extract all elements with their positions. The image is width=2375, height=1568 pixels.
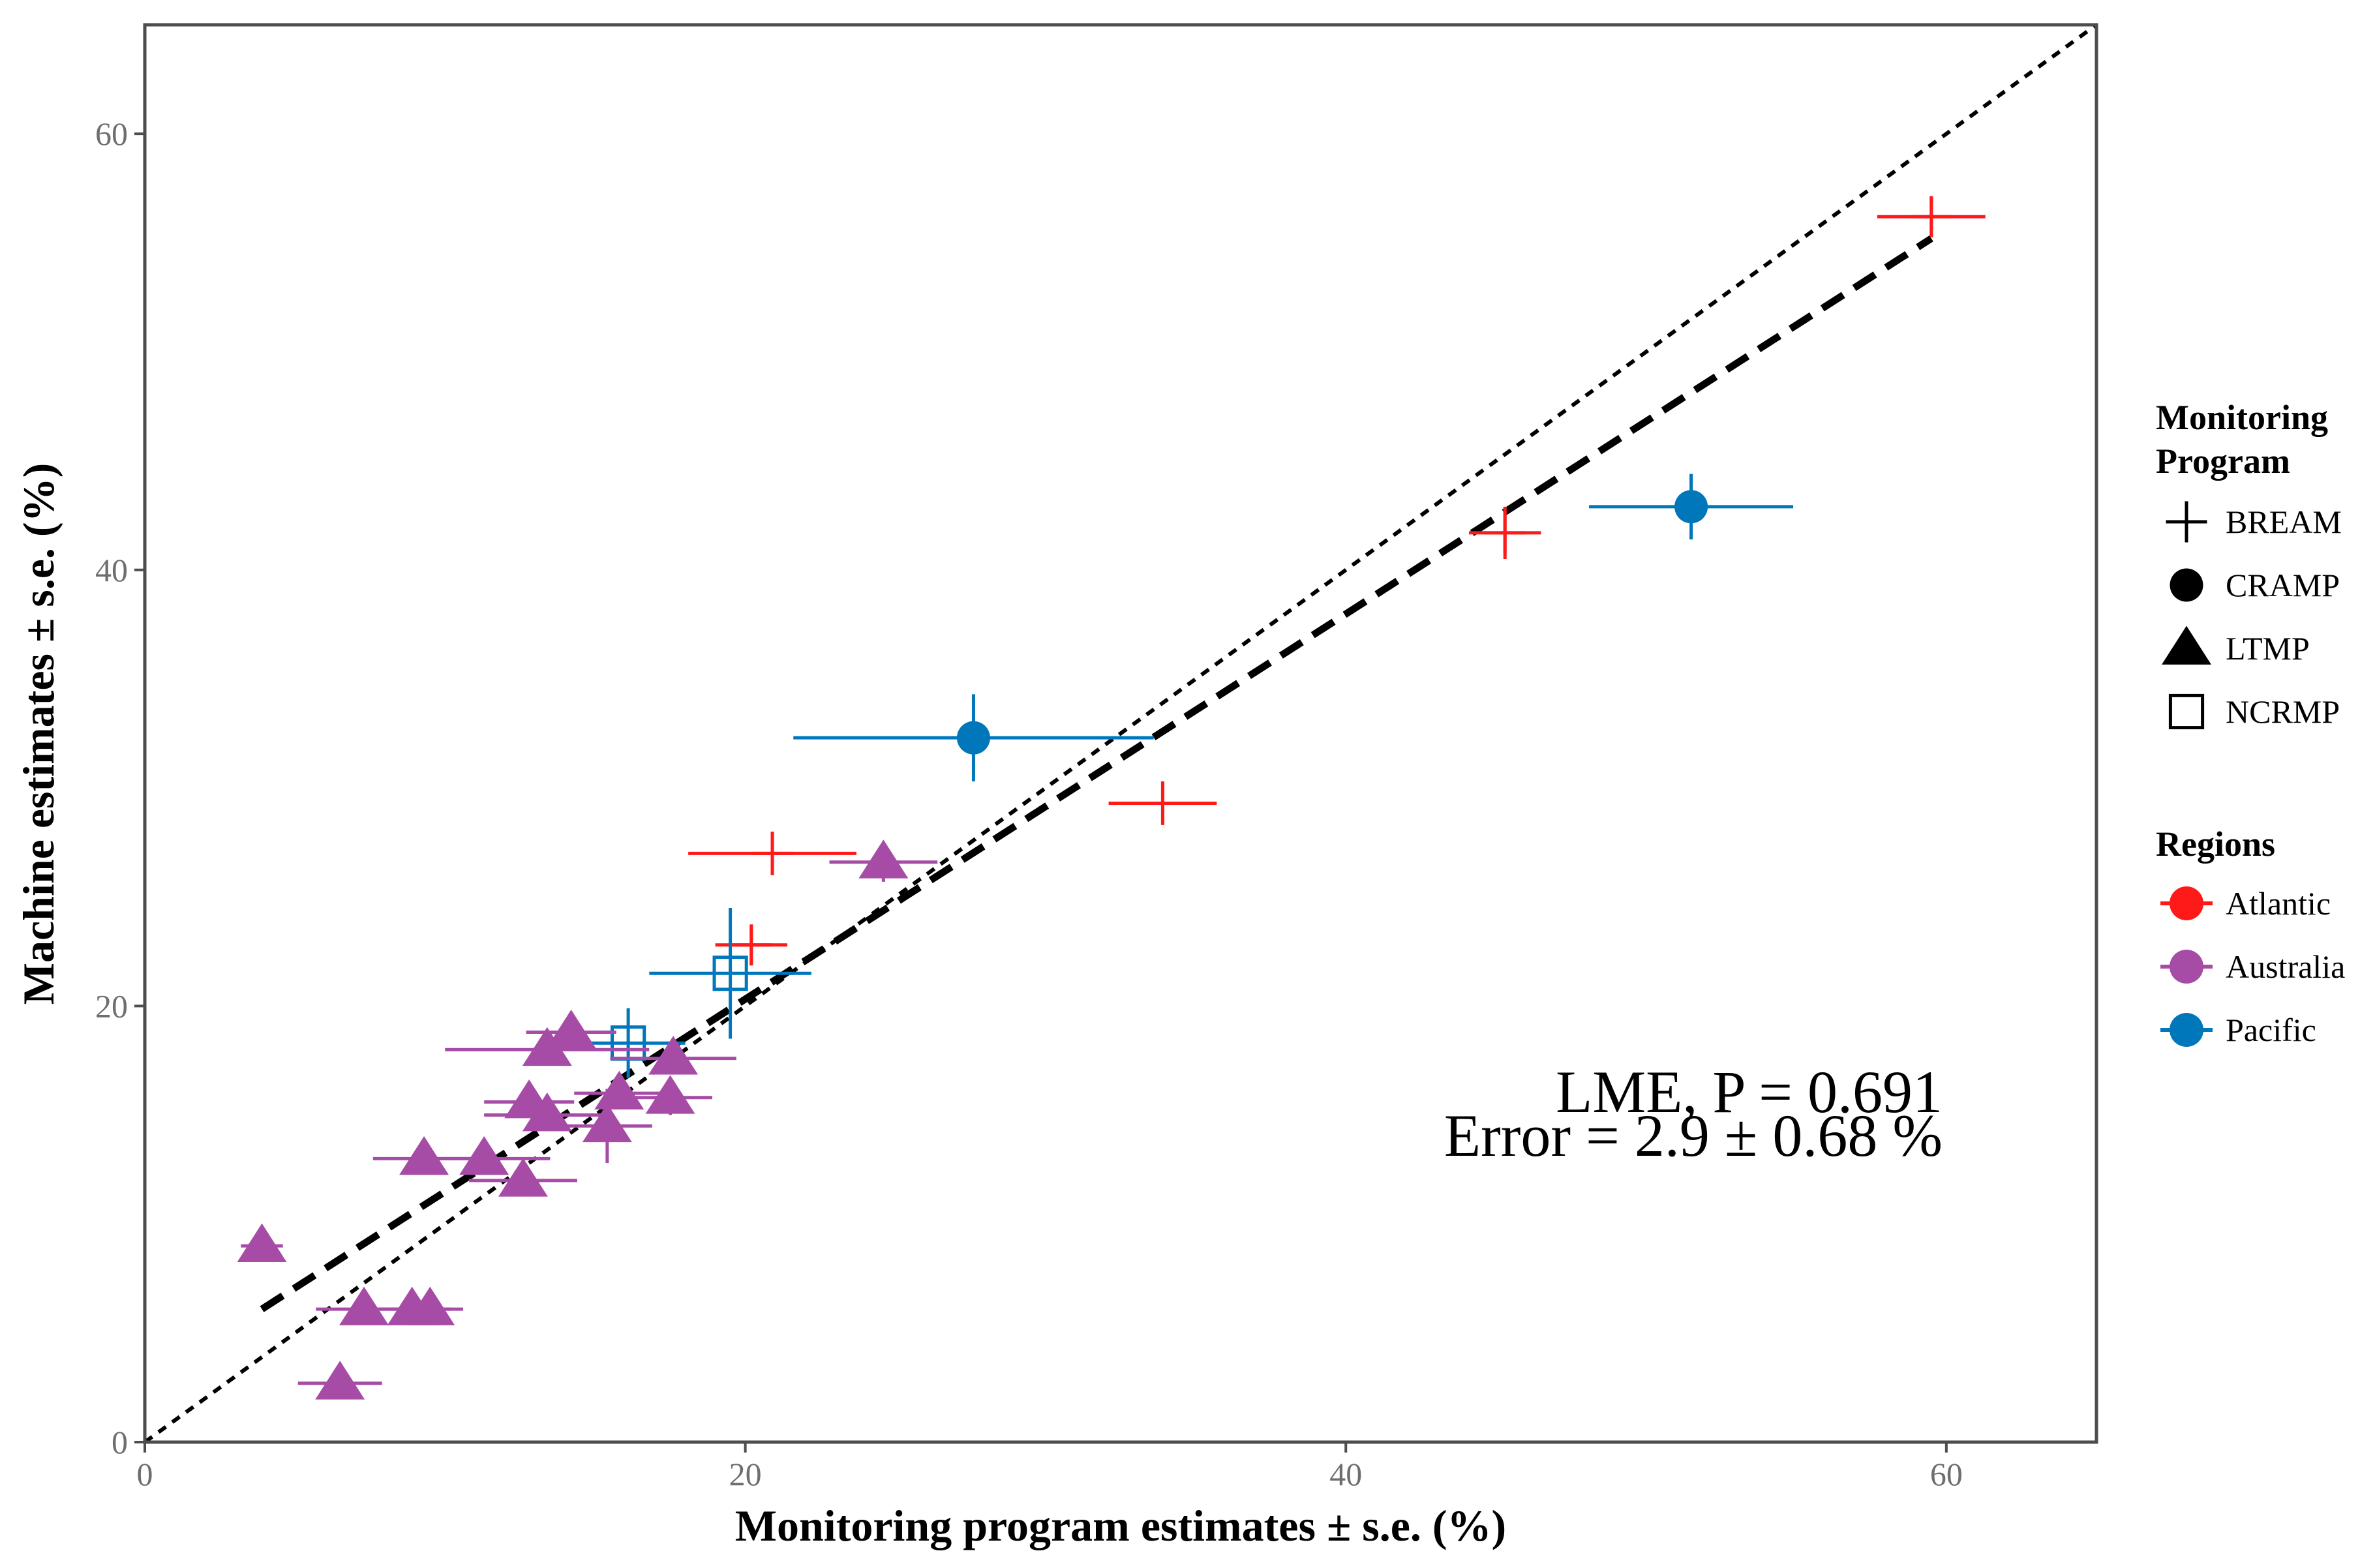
data-point — [1877, 196, 1986, 237]
x-tick-label: 60 — [1930, 1456, 1963, 1492]
data-point — [237, 1223, 287, 1262]
point-marker-ltmp — [858, 839, 909, 879]
point-marker-ltmp — [315, 1361, 365, 1400]
legend-region-item: Atlantic — [2160, 885, 2331, 922]
point-marker-bream — [1911, 196, 1952, 237]
data-point — [397, 1286, 463, 1325]
point-marker-ltmp — [459, 1136, 509, 1175]
data-point — [469, 1158, 577, 1197]
data-point — [1468, 506, 1541, 560]
x-tick-label: 40 — [1329, 1456, 1362, 1492]
identity-line — [145, 25, 2096, 1442]
point-marker-ltmp — [405, 1286, 455, 1325]
plot-panel-border — [143, 23, 2098, 1444]
data-point — [715, 924, 788, 966]
data-point — [610, 1036, 736, 1075]
legend-key-ltmp — [2162, 626, 2211, 665]
data-point — [1589, 474, 1794, 539]
point-marker-bream — [1142, 782, 1183, 824]
point-marker-ltmp — [237, 1223, 287, 1262]
x-tick-label: 0 — [137, 1456, 153, 1492]
legend-program-label: BREAM — [2226, 504, 2342, 540]
point-marker-ltmp — [645, 1075, 695, 1114]
legend-program-item: CRAMP — [2170, 567, 2340, 603]
plot-area — [143, 23, 2098, 1444]
data-point — [297, 1361, 382, 1400]
data-point — [688, 831, 856, 875]
data-point — [628, 1075, 712, 1115]
legend-region-label: Pacific — [2226, 1012, 2316, 1048]
y-tick-label: 60 — [95, 115, 128, 152]
data-point — [649, 907, 811, 1039]
point-marker-ltmp — [546, 1010, 596, 1049]
y-axis: 0 20 40 60 — [95, 115, 145, 1460]
reference-lines — [145, 25, 2096, 1442]
data-point — [445, 1027, 650, 1066]
point-marker-ltmp — [522, 1093, 572, 1132]
data-points — [237, 196, 1986, 1400]
legend-region-label: Australia — [2226, 948, 2345, 985]
legend-regions: Atlantic Australia Pacific — [2160, 885, 2345, 1048]
legend-program-label: NCRMP — [2226, 693, 2340, 730]
legend-region-dot — [2170, 886, 2203, 920]
point-marker-ltmp — [399, 1136, 449, 1175]
data-point — [417, 1136, 551, 1175]
y-tick-label: 20 — [95, 988, 128, 1024]
legend-program-item: LTMP — [2162, 626, 2310, 667]
legend-program-label: LTMP — [2226, 630, 2310, 667]
fit-line — [260, 235, 1933, 1312]
point-marker-ltmp — [498, 1158, 548, 1197]
data-point — [526, 1010, 616, 1049]
legend-program-item: BREAM — [2166, 501, 2342, 543]
point-marker-ltmp — [339, 1286, 389, 1325]
point-marker-ltmp — [582, 1103, 632, 1143]
legend-key-ncrmp — [2168, 693, 2205, 730]
legend-regions-title: Regions — [2156, 824, 2275, 864]
legend-region-item: Australia — [2160, 948, 2345, 985]
legend: Monitoring Program BREAM CRAMP LTMP NCRMP R… — [2156, 398, 2345, 1048]
legend-region-dot — [2170, 950, 2203, 984]
data-point — [562, 1089, 652, 1164]
y-tick-label: 40 — [95, 552, 128, 588]
data-point — [484, 1093, 611, 1132]
legend-programs: BREAM CRAMP LTMP NCRMP — [2162, 501, 2342, 730]
point-marker-ltmp — [522, 1027, 572, 1066]
data-point — [1108, 781, 1217, 825]
data-point — [793, 694, 1154, 782]
y-tick-label: 0 — [112, 1424, 128, 1460]
point-marker-bream — [1484, 512, 1526, 554]
x-tick-label: 20 — [729, 1456, 762, 1492]
legend-key-cramp — [2170, 568, 2203, 602]
legend-region-dot — [2170, 1013, 2203, 1047]
x-axis-title: Monitoring program estimates ± s.e. (%) — [735, 1501, 1506, 1550]
data-point — [829, 839, 938, 882]
annotation-error: Error = 2.9 ± 0.68 % — [1444, 1102, 1943, 1169]
annotation-lme-p: LME, P = 0.691 — [1556, 1059, 1943, 1125]
point-marker-cramp — [1674, 490, 1708, 524]
legend-region-item: Pacific — [2160, 1012, 2316, 1048]
legend-region-label: Atlantic — [2226, 885, 2331, 922]
point-marker-bream — [751, 832, 793, 874]
legend-key-bream — [2166, 501, 2207, 543]
legend-program-item: NCRMP — [2168, 693, 2340, 730]
legend-program-title-line2: Program — [2156, 442, 2290, 481]
y-axis-title: Machine estimates ± s.e. (%) — [14, 463, 63, 1004]
point-marker-cramp — [956, 721, 990, 755]
point-marker-ltmp — [648, 1036, 699, 1075]
x-axis: 0 20 40 60 — [137, 1442, 1963, 1492]
legend-program-label: CRAMP — [2226, 567, 2340, 603]
point-marker-bream — [731, 924, 772, 966]
legend-program-title-line1: Monitoring — [2156, 398, 2328, 437]
point-marker-ncrmp — [712, 956, 748, 991]
